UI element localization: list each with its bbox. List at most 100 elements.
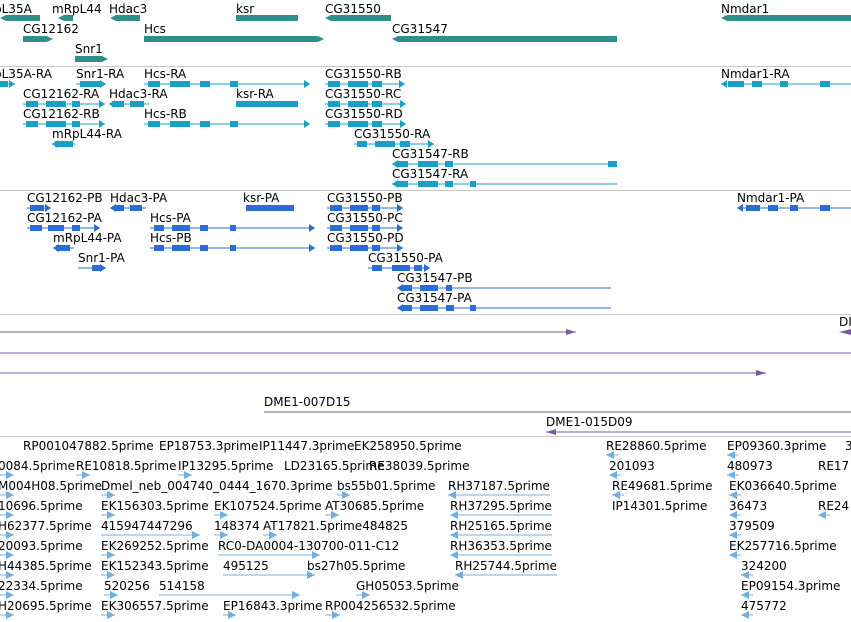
mrna-glyph-exon[interactable] bbox=[470, 181, 476, 187]
protein-glyph-exon[interactable] bbox=[820, 205, 830, 211]
protein-label[interactable]: ksr-PA bbox=[243, 191, 280, 205]
est-glyph-arrow[interactable] bbox=[107, 571, 115, 579]
protein-glyph-exon[interactable] bbox=[230, 245, 236, 251]
protein-glyph-exon[interactable] bbox=[30, 205, 44, 211]
est-glyph-arrow[interactable] bbox=[362, 591, 370, 599]
protein-glyph-exon[interactable] bbox=[130, 205, 142, 211]
mrna-glyph-exon[interactable] bbox=[80, 81, 100, 87]
protein-glyph-exon[interactable] bbox=[392, 265, 410, 271]
est-label[interactable]: RC0-DA0004-130700-011-C12 bbox=[218, 539, 400, 553]
est-label[interactable]: RE28860.5prime bbox=[606, 439, 707, 453]
protein-glyph-exon[interactable] bbox=[56, 245, 70, 251]
mrna-glyph-exon[interactable] bbox=[46, 121, 66, 127]
mrna-label[interactable]: CG31547-RA bbox=[392, 167, 469, 181]
mrna-glyph-exon[interactable] bbox=[230, 81, 238, 87]
est-glyph-arrow[interactable] bbox=[332, 611, 340, 619]
mrna-label[interactable]: CG31550-RD bbox=[325, 107, 403, 121]
protein-glyph-arrow[interactable] bbox=[397, 244, 403, 252]
est-glyph-arrow[interactable] bbox=[612, 491, 620, 499]
est-label[interactable]: 36473 bbox=[729, 499, 768, 513]
mrna-glyph-exon[interactable] bbox=[372, 121, 382, 127]
protein-glyph-exon[interactable] bbox=[330, 245, 342, 251]
est-glyph-arrow[interactable] bbox=[6, 531, 14, 539]
est-label[interactable]: RE38039.5prime bbox=[369, 459, 470, 473]
est-glyph-arrow[interactable] bbox=[727, 451, 735, 459]
est-glyph-arrow[interactable] bbox=[6, 551, 14, 559]
est-label[interactable]: 379509 bbox=[729, 519, 775, 533]
est-label[interactable]: 10696.5prime bbox=[0, 499, 83, 513]
gene-glyph[interactable] bbox=[58, 15, 73, 21]
mrna-label[interactable]: CG12162-RA bbox=[23, 87, 100, 101]
est-label[interactable]: IP13295.5prime bbox=[178, 459, 274, 473]
est-label[interactable]: EK257716.5prime bbox=[729, 539, 837, 553]
est-label[interactable]: EK152343.5prime bbox=[101, 559, 209, 573]
protein-glyph-exon[interactable] bbox=[420, 285, 438, 291]
mrna-glyph-exon[interactable] bbox=[72, 101, 80, 107]
est-glyph-arrow[interactable] bbox=[727, 471, 735, 479]
est-glyph-arrow[interactable] bbox=[228, 611, 236, 619]
mrna-glyph-exon[interactable] bbox=[148, 81, 160, 87]
protein-glyph-exon[interactable] bbox=[446, 305, 454, 311]
mrna-glyph-exon[interactable] bbox=[170, 81, 190, 87]
mrna-glyph-arrow[interactable] bbox=[100, 80, 106, 88]
mrna-glyph-arrow[interactable] bbox=[99, 100, 105, 108]
mrna-label[interactable]: mRpL44-RA bbox=[52, 127, 122, 141]
protein-glyph-exon[interactable] bbox=[114, 205, 124, 211]
protein-glyph-exon[interactable] bbox=[154, 225, 164, 231]
mrna-label[interactable]: CG31550-RC bbox=[325, 87, 402, 101]
clone-glyph-arrow[interactable] bbox=[839, 329, 851, 335]
mrna-glyph-exon[interactable] bbox=[200, 81, 210, 87]
clone-label[interactable]: DME1-007D15 bbox=[264, 395, 351, 409]
est-glyph-arrow[interactable] bbox=[107, 551, 115, 559]
gene-glyph[interactable] bbox=[325, 15, 391, 21]
mrna-glyph-exon[interactable] bbox=[398, 161, 408, 167]
gene-glyph[interactable] bbox=[236, 15, 298, 21]
protein-glyph-exon[interactable] bbox=[402, 305, 412, 311]
protein-glyph-exon[interactable] bbox=[330, 225, 342, 231]
mrna-glyph-exon[interactable] bbox=[328, 121, 340, 127]
mrna-glyph-exon[interactable] bbox=[418, 161, 438, 167]
est-glyph-arrow[interactable] bbox=[192, 531, 200, 539]
est-glyph-arrow[interactable] bbox=[331, 511, 339, 519]
mrna-glyph-arrow[interactable] bbox=[304, 120, 310, 128]
gene-label[interactable]: CG12162 bbox=[23, 22, 79, 36]
protein-label[interactable]: Hcs-PB bbox=[150, 231, 192, 245]
protein-glyph-arrow[interactable] bbox=[309, 244, 315, 252]
est-label[interactable]: Dmel_neb_004740_0444_1670.3prime bbox=[101, 479, 333, 493]
est-glyph-arrow[interactable] bbox=[450, 531, 458, 539]
protein-glyph-arrow[interactable] bbox=[397, 284, 403, 292]
gene-glyph[interactable] bbox=[392, 36, 617, 42]
protein-glyph-exon[interactable] bbox=[48, 225, 64, 231]
protein-glyph-exon[interactable] bbox=[350, 225, 368, 231]
est-label[interactable]: RE24 bbox=[818, 499, 850, 513]
est-label[interactable]: IP11447.3prime bbox=[259, 439, 355, 453]
est-glyph-arrow[interactable] bbox=[818, 511, 826, 519]
gene-label[interactable]: Hdac3 bbox=[109, 2, 148, 16]
protein-glyph-exon[interactable] bbox=[350, 205, 368, 211]
est-label[interactable]: EK258950.5prime bbox=[354, 439, 462, 453]
est-glyph-arrow[interactable] bbox=[729, 511, 737, 519]
est-label[interactable]: 20093.5prime bbox=[0, 539, 83, 553]
protein-label[interactable]: Snr1-PA bbox=[78, 251, 125, 265]
protein-label[interactable]: CG31550-PA bbox=[368, 251, 443, 265]
est-label[interactable]: LD23165.5prime bbox=[284, 459, 385, 473]
est-label[interactable]: GH05053.5prime bbox=[356, 579, 459, 593]
est-label[interactable]: RE49681.5prime bbox=[612, 479, 713, 493]
protein-glyph-exon[interactable] bbox=[372, 205, 380, 211]
est-glyph-arrow[interactable] bbox=[82, 471, 90, 479]
est-label[interactable]: EP16843.3prime bbox=[223, 599, 323, 613]
est-glyph-arrow[interactable] bbox=[448, 491, 456, 499]
protein-glyph-exon[interactable] bbox=[154, 245, 164, 251]
est-glyph-arrow[interactable] bbox=[342, 491, 350, 499]
mrna-glyph-exon[interactable] bbox=[752, 81, 762, 87]
protein-glyph-arrow[interactable] bbox=[100, 264, 106, 272]
mrna-glyph-exon[interactable] bbox=[200, 121, 210, 127]
est-label[interactable]: EK269252.5prime bbox=[101, 539, 209, 553]
protein-glyph-exon[interactable] bbox=[372, 225, 380, 231]
mrna-glyph-exon[interactable] bbox=[418, 181, 438, 187]
protein-label[interactable]: CG12162-PA bbox=[27, 211, 102, 225]
mrna-label[interactable]: Nmdar1-RA bbox=[721, 67, 790, 81]
protein-label[interactable]: CG31550-PC bbox=[327, 211, 403, 225]
mrna-label[interactable]: CG31547-RB bbox=[392, 147, 469, 161]
mrna-glyph-arrow[interactable] bbox=[392, 180, 398, 188]
